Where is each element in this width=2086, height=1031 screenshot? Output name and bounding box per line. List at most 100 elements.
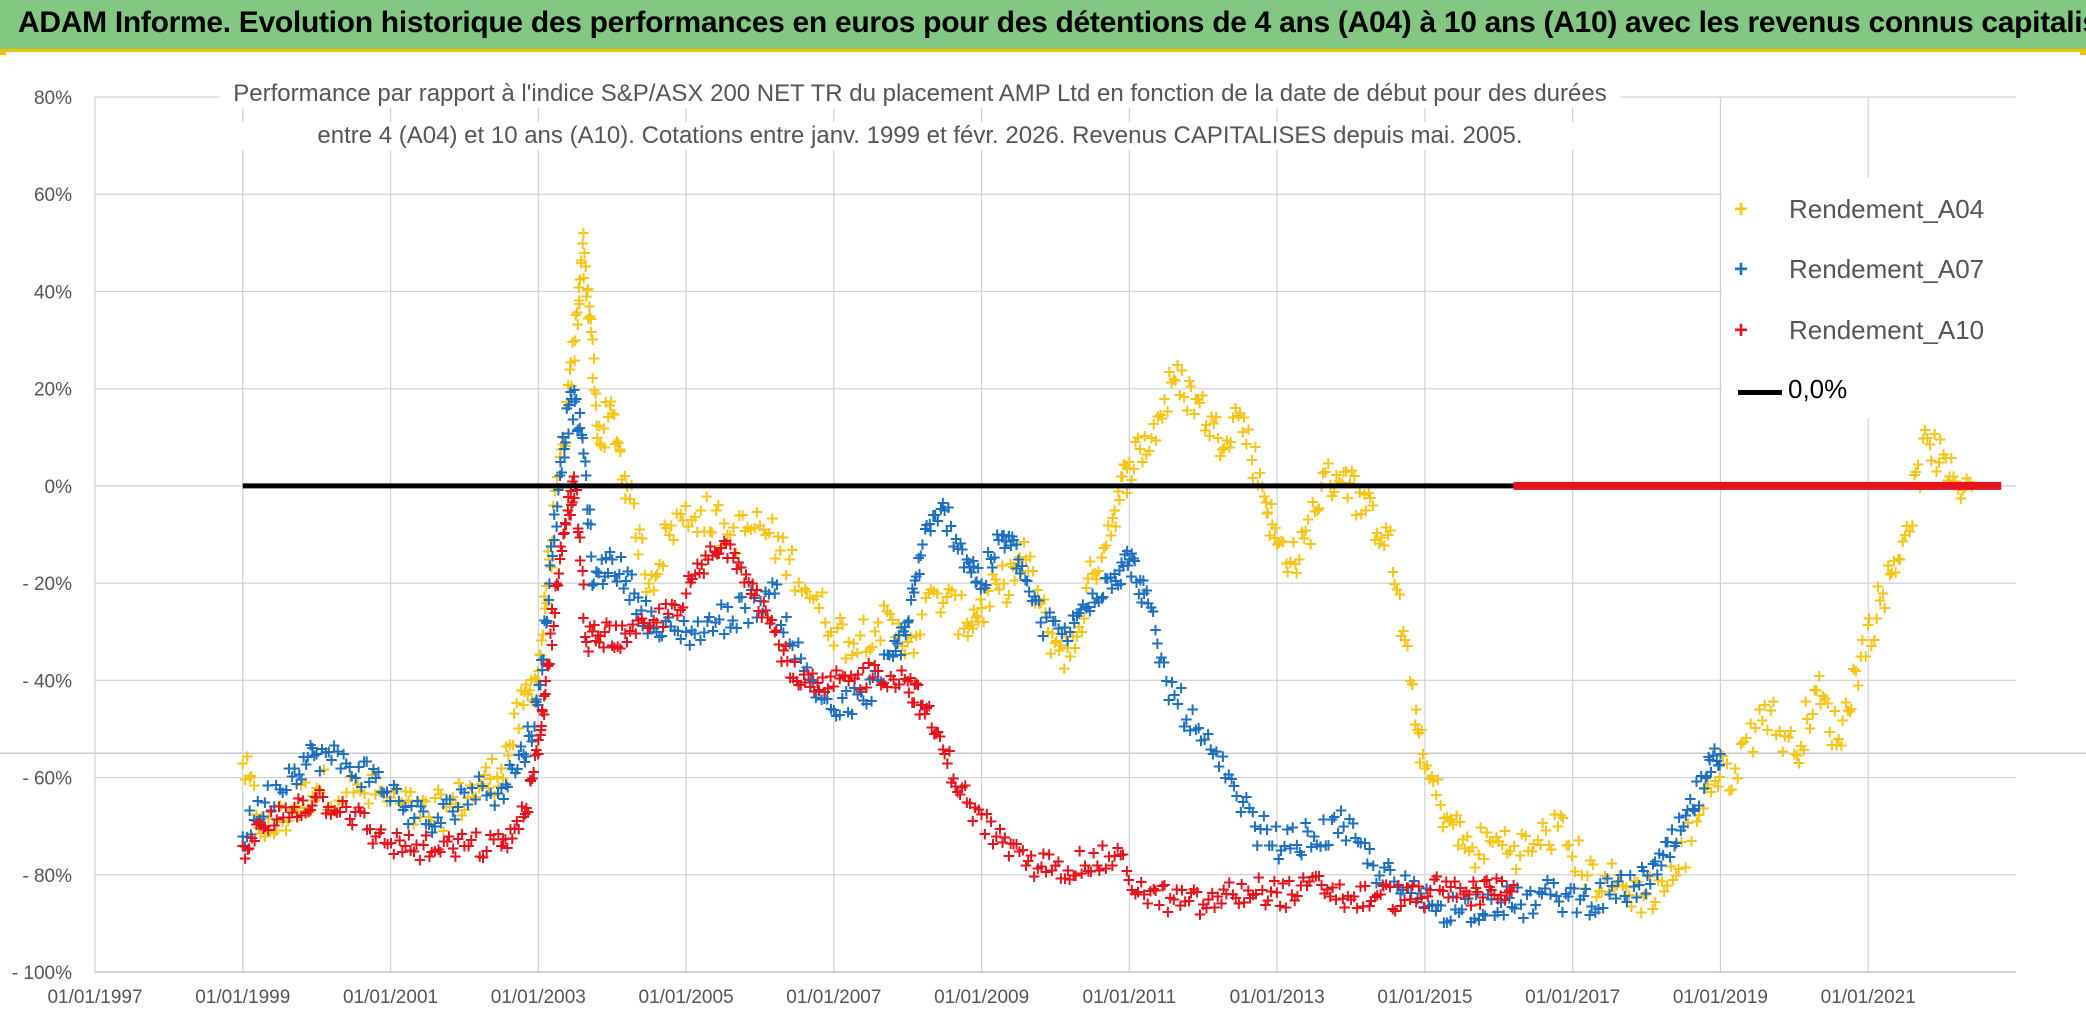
data-point: + (1097, 539, 1111, 559)
data-point: + (902, 611, 916, 631)
data-point: + (1766, 692, 1780, 712)
data-point: + (647, 581, 661, 601)
data-point: + (546, 496, 560, 516)
data-point: + (639, 583, 653, 603)
data-point: + (759, 526, 773, 546)
data-point: + (1081, 569, 1095, 589)
data-point: + (930, 584, 944, 604)
data-point: + (303, 802, 317, 822)
data-point: + (650, 565, 664, 585)
data-point: + (474, 774, 488, 794)
data-point: + (491, 777, 505, 797)
data-point: + (1248, 438, 1262, 458)
x-tick-label: 01/01/1999 (195, 987, 290, 1008)
x-tick-label: 01/01/2009 (934, 987, 1029, 1008)
data-point: + (1405, 675, 1419, 695)
x-tick-label: 01/01/1997 (47, 987, 142, 1008)
data-point: + (658, 515, 672, 535)
data-point: + (1893, 550, 1907, 570)
data-point: + (534, 631, 548, 651)
data-point: + (962, 617, 976, 637)
data-point: + (841, 632, 855, 652)
data-point: + (891, 614, 905, 634)
data-point: + (335, 794, 349, 814)
x-tick-label: 01/01/2007 (786, 987, 881, 1008)
data-point: + (873, 631, 887, 651)
data-point: + (1079, 579, 1093, 599)
data-point: + (871, 613, 885, 633)
data-point: + (971, 612, 985, 632)
data-point: + (1139, 445, 1153, 465)
data-point: + (818, 613, 832, 633)
data-point: + (410, 792, 424, 812)
data-point: + (976, 613, 990, 633)
data-point: + (545, 636, 559, 656)
data-point: + (263, 822, 277, 842)
data-point: + (1034, 593, 1048, 613)
data-point: + (577, 268, 591, 288)
corner-accent-right (2080, 49, 2086, 55)
data-point: + (1031, 580, 1045, 600)
data-point: + (1155, 409, 1169, 429)
data-point: + (523, 681, 537, 701)
data-point: + (792, 573, 806, 593)
data-point: + (527, 692, 541, 712)
chart-legend: + Rendement_A04 + Rendement_A07 + Rendem… (1722, 178, 2022, 418)
data-point: + (883, 604, 897, 624)
data-point: + (589, 396, 603, 416)
data-point: + (1135, 453, 1149, 473)
data-point: + (284, 800, 298, 820)
data-point: + (705, 523, 719, 543)
data-point: + (1045, 624, 1059, 644)
data-point: + (717, 514, 731, 534)
data-point: + (788, 581, 802, 601)
series-rendement-a04: ++++++++++++++++++++++++++++++++++++++++… (236, 223, 1979, 923)
data-point: + (995, 556, 1009, 576)
data-point: + (1147, 414, 1161, 434)
data-point: + (267, 824, 281, 844)
data-point: + (558, 437, 572, 457)
data-point: + (583, 307, 597, 327)
data-point: + (833, 608, 847, 628)
data-point: + (904, 628, 918, 648)
data-point: + (815, 583, 829, 603)
data-point: + (992, 580, 1006, 600)
data-point: + (747, 518, 761, 538)
x-tick-label: 01/01/2015 (1377, 987, 1472, 1008)
data-point: + (1746, 742, 1760, 762)
data-point: + (457, 801, 471, 821)
data-point: + (1044, 644, 1058, 664)
data-point: + (569, 306, 583, 326)
x-tick-label: 01/01/2013 (1230, 987, 1325, 1008)
data-point: + (974, 598, 988, 618)
data-point: + (373, 782, 387, 802)
data-point: + (1128, 551, 1142, 571)
data-point: + (1116, 455, 1130, 475)
data-point: + (590, 428, 604, 448)
data-point: + (934, 603, 948, 623)
data-point: + (539, 576, 553, 596)
data-point: + (584, 322, 598, 342)
data-point: + (631, 545, 645, 565)
data-point: + (1063, 647, 1077, 667)
legend-marker-a07: + (1734, 256, 1749, 283)
data-point: + (576, 234, 590, 254)
data-point: + (554, 440, 568, 460)
data-point: + (536, 625, 550, 645)
data-point: + (537, 587, 551, 607)
data-point: + (1049, 631, 1063, 651)
data-point: + (383, 788, 397, 808)
data-point: + (1185, 700, 1199, 720)
data-point: + (1383, 521, 1397, 541)
data-point: + (974, 590, 988, 610)
data-point: + (738, 522, 752, 542)
data-point: + (597, 438, 611, 458)
data-point: + (659, 518, 673, 538)
data-point: + (735, 505, 749, 525)
data-point: + (1911, 455, 1925, 475)
data-point: + (753, 516, 767, 536)
data-point: + (537, 705, 551, 725)
data-point: + (238, 770, 252, 790)
data-point: + (711, 496, 725, 516)
data-point: + (574, 254, 588, 274)
